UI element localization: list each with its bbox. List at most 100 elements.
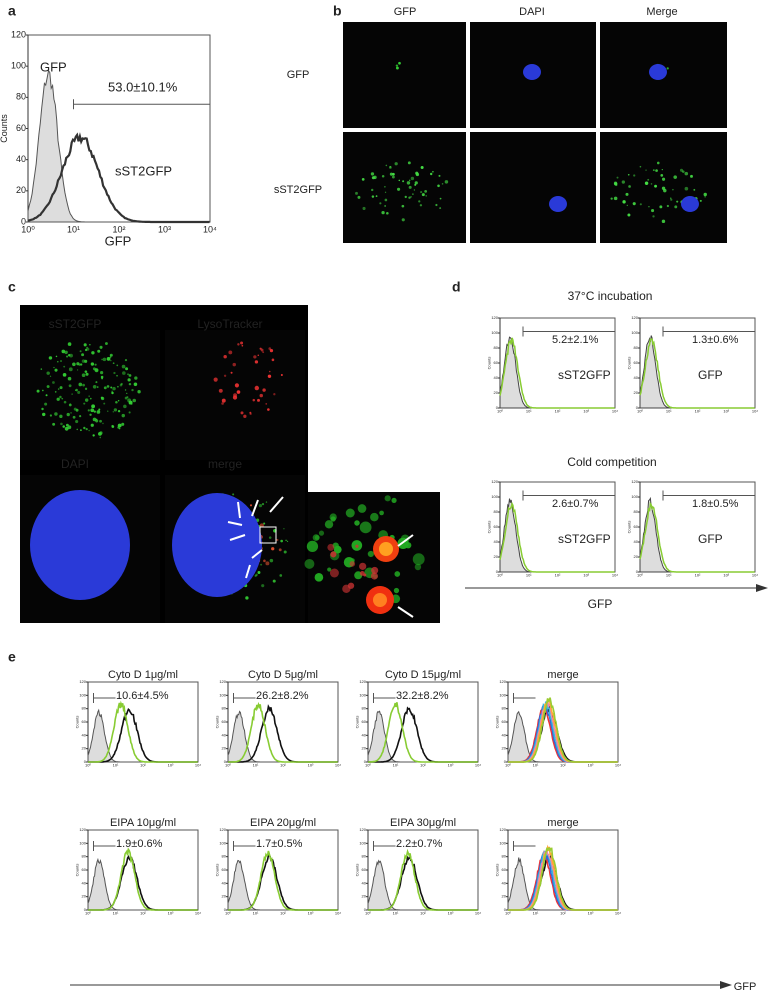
spot xyxy=(414,563,422,571)
x-tick-label: 10² xyxy=(420,763,426,768)
spot xyxy=(384,185,386,188)
spot xyxy=(92,384,97,389)
y-tick-label: 80 xyxy=(362,854,367,859)
spot xyxy=(406,181,411,185)
x-tick-label: 10³ xyxy=(308,763,314,768)
nucleus xyxy=(681,196,699,212)
y-tick-label: 60 xyxy=(494,524,499,529)
spot xyxy=(355,191,358,195)
spot xyxy=(133,382,138,387)
spot xyxy=(404,195,407,199)
y-axis-title: Counts xyxy=(215,716,220,729)
gate-value: 1.7±0.5% xyxy=(256,838,303,850)
y-tick-label: 60 xyxy=(82,867,87,872)
x-tick-label: 10⁴ xyxy=(612,573,618,578)
arrow xyxy=(245,564,251,579)
spot xyxy=(398,179,401,182)
spot xyxy=(221,398,226,403)
column-header: GFP xyxy=(394,6,417,18)
y-tick-label: 20 xyxy=(82,894,87,899)
y-tick-label: 20 xyxy=(502,746,507,751)
plot-title: Cyto D 5μg/ml xyxy=(248,669,318,681)
histogram xyxy=(88,700,198,763)
spot xyxy=(254,360,259,364)
y-tick-label: 40 xyxy=(502,732,507,737)
spot xyxy=(63,400,67,404)
y-tick-label: 120 xyxy=(11,29,26,39)
spot xyxy=(644,181,649,185)
section-title: 37°C incubation xyxy=(568,289,653,303)
spot xyxy=(647,178,650,181)
spot xyxy=(121,364,126,369)
y-tick-label: 20 xyxy=(362,894,367,899)
spot xyxy=(632,202,636,206)
spot xyxy=(111,391,114,395)
spot xyxy=(117,423,122,428)
spot xyxy=(367,550,374,558)
spot xyxy=(279,574,283,577)
x-tick-label: 10⁰ xyxy=(85,911,91,916)
y-tick-label: 80 xyxy=(494,509,499,514)
spot xyxy=(661,168,663,171)
spot xyxy=(661,219,666,224)
spot xyxy=(128,411,131,414)
x-tick-label: 10⁴ xyxy=(752,409,758,414)
spot xyxy=(327,543,335,551)
spot xyxy=(90,408,95,413)
spot xyxy=(650,183,653,185)
spot xyxy=(117,399,120,402)
y-tick-label: 20 xyxy=(82,746,87,751)
x-tick-label: 10¹ xyxy=(113,763,119,768)
spot xyxy=(397,187,401,191)
arrow xyxy=(227,521,243,526)
y-tick-label: 100 xyxy=(219,692,226,697)
sample-label: sST2GFP xyxy=(558,368,611,382)
spot xyxy=(286,540,289,542)
gate-value: 10.6±4.5% xyxy=(116,690,169,702)
spot xyxy=(57,361,59,363)
x-tick-label: 10⁰ xyxy=(637,409,643,414)
spot xyxy=(362,206,366,211)
micrograph xyxy=(343,22,466,128)
spot xyxy=(280,373,283,376)
histogram xyxy=(499,337,615,409)
y-tick-label: 60 xyxy=(82,719,87,724)
spot xyxy=(64,350,68,355)
x-tick-label: 10⁴ xyxy=(475,911,481,916)
spot xyxy=(627,173,630,176)
y-tick-label: 120 xyxy=(491,479,498,484)
spot xyxy=(109,353,113,357)
x-tick-label: 10³ xyxy=(723,573,729,578)
y-tick-label: 40 xyxy=(494,375,499,380)
x-tick-label: 10⁰ xyxy=(225,911,231,916)
x-tick-label: 10⁴ xyxy=(752,573,758,578)
spot xyxy=(267,408,270,411)
gate-value: 32.2±8.2% xyxy=(396,690,449,702)
spot xyxy=(232,362,236,367)
spot xyxy=(90,423,94,427)
y-tick-label: 120 xyxy=(631,479,638,484)
y-tick-label: 40 xyxy=(16,154,26,164)
arrow xyxy=(229,534,246,541)
x-tick-label: 10² xyxy=(555,409,561,414)
y-tick-label: 100 xyxy=(491,330,498,335)
y-tick-label: 20 xyxy=(222,894,227,899)
spot xyxy=(267,374,272,378)
spot xyxy=(121,422,125,426)
y-tick-label: 60 xyxy=(634,524,639,529)
spot xyxy=(223,374,227,377)
spot xyxy=(359,521,372,534)
spot xyxy=(648,206,650,208)
spot xyxy=(410,176,415,181)
x-tick-label: 10⁴ xyxy=(195,911,201,916)
spot xyxy=(263,522,266,525)
panel-letter: d xyxy=(452,279,461,295)
spot xyxy=(89,413,92,416)
spot xyxy=(660,174,664,177)
y-tick-label: 120 xyxy=(79,679,86,684)
y-tick-label: 0 xyxy=(364,907,367,912)
spot xyxy=(381,211,385,215)
spot xyxy=(95,381,98,384)
histogram xyxy=(367,859,478,911)
spot xyxy=(441,183,444,185)
